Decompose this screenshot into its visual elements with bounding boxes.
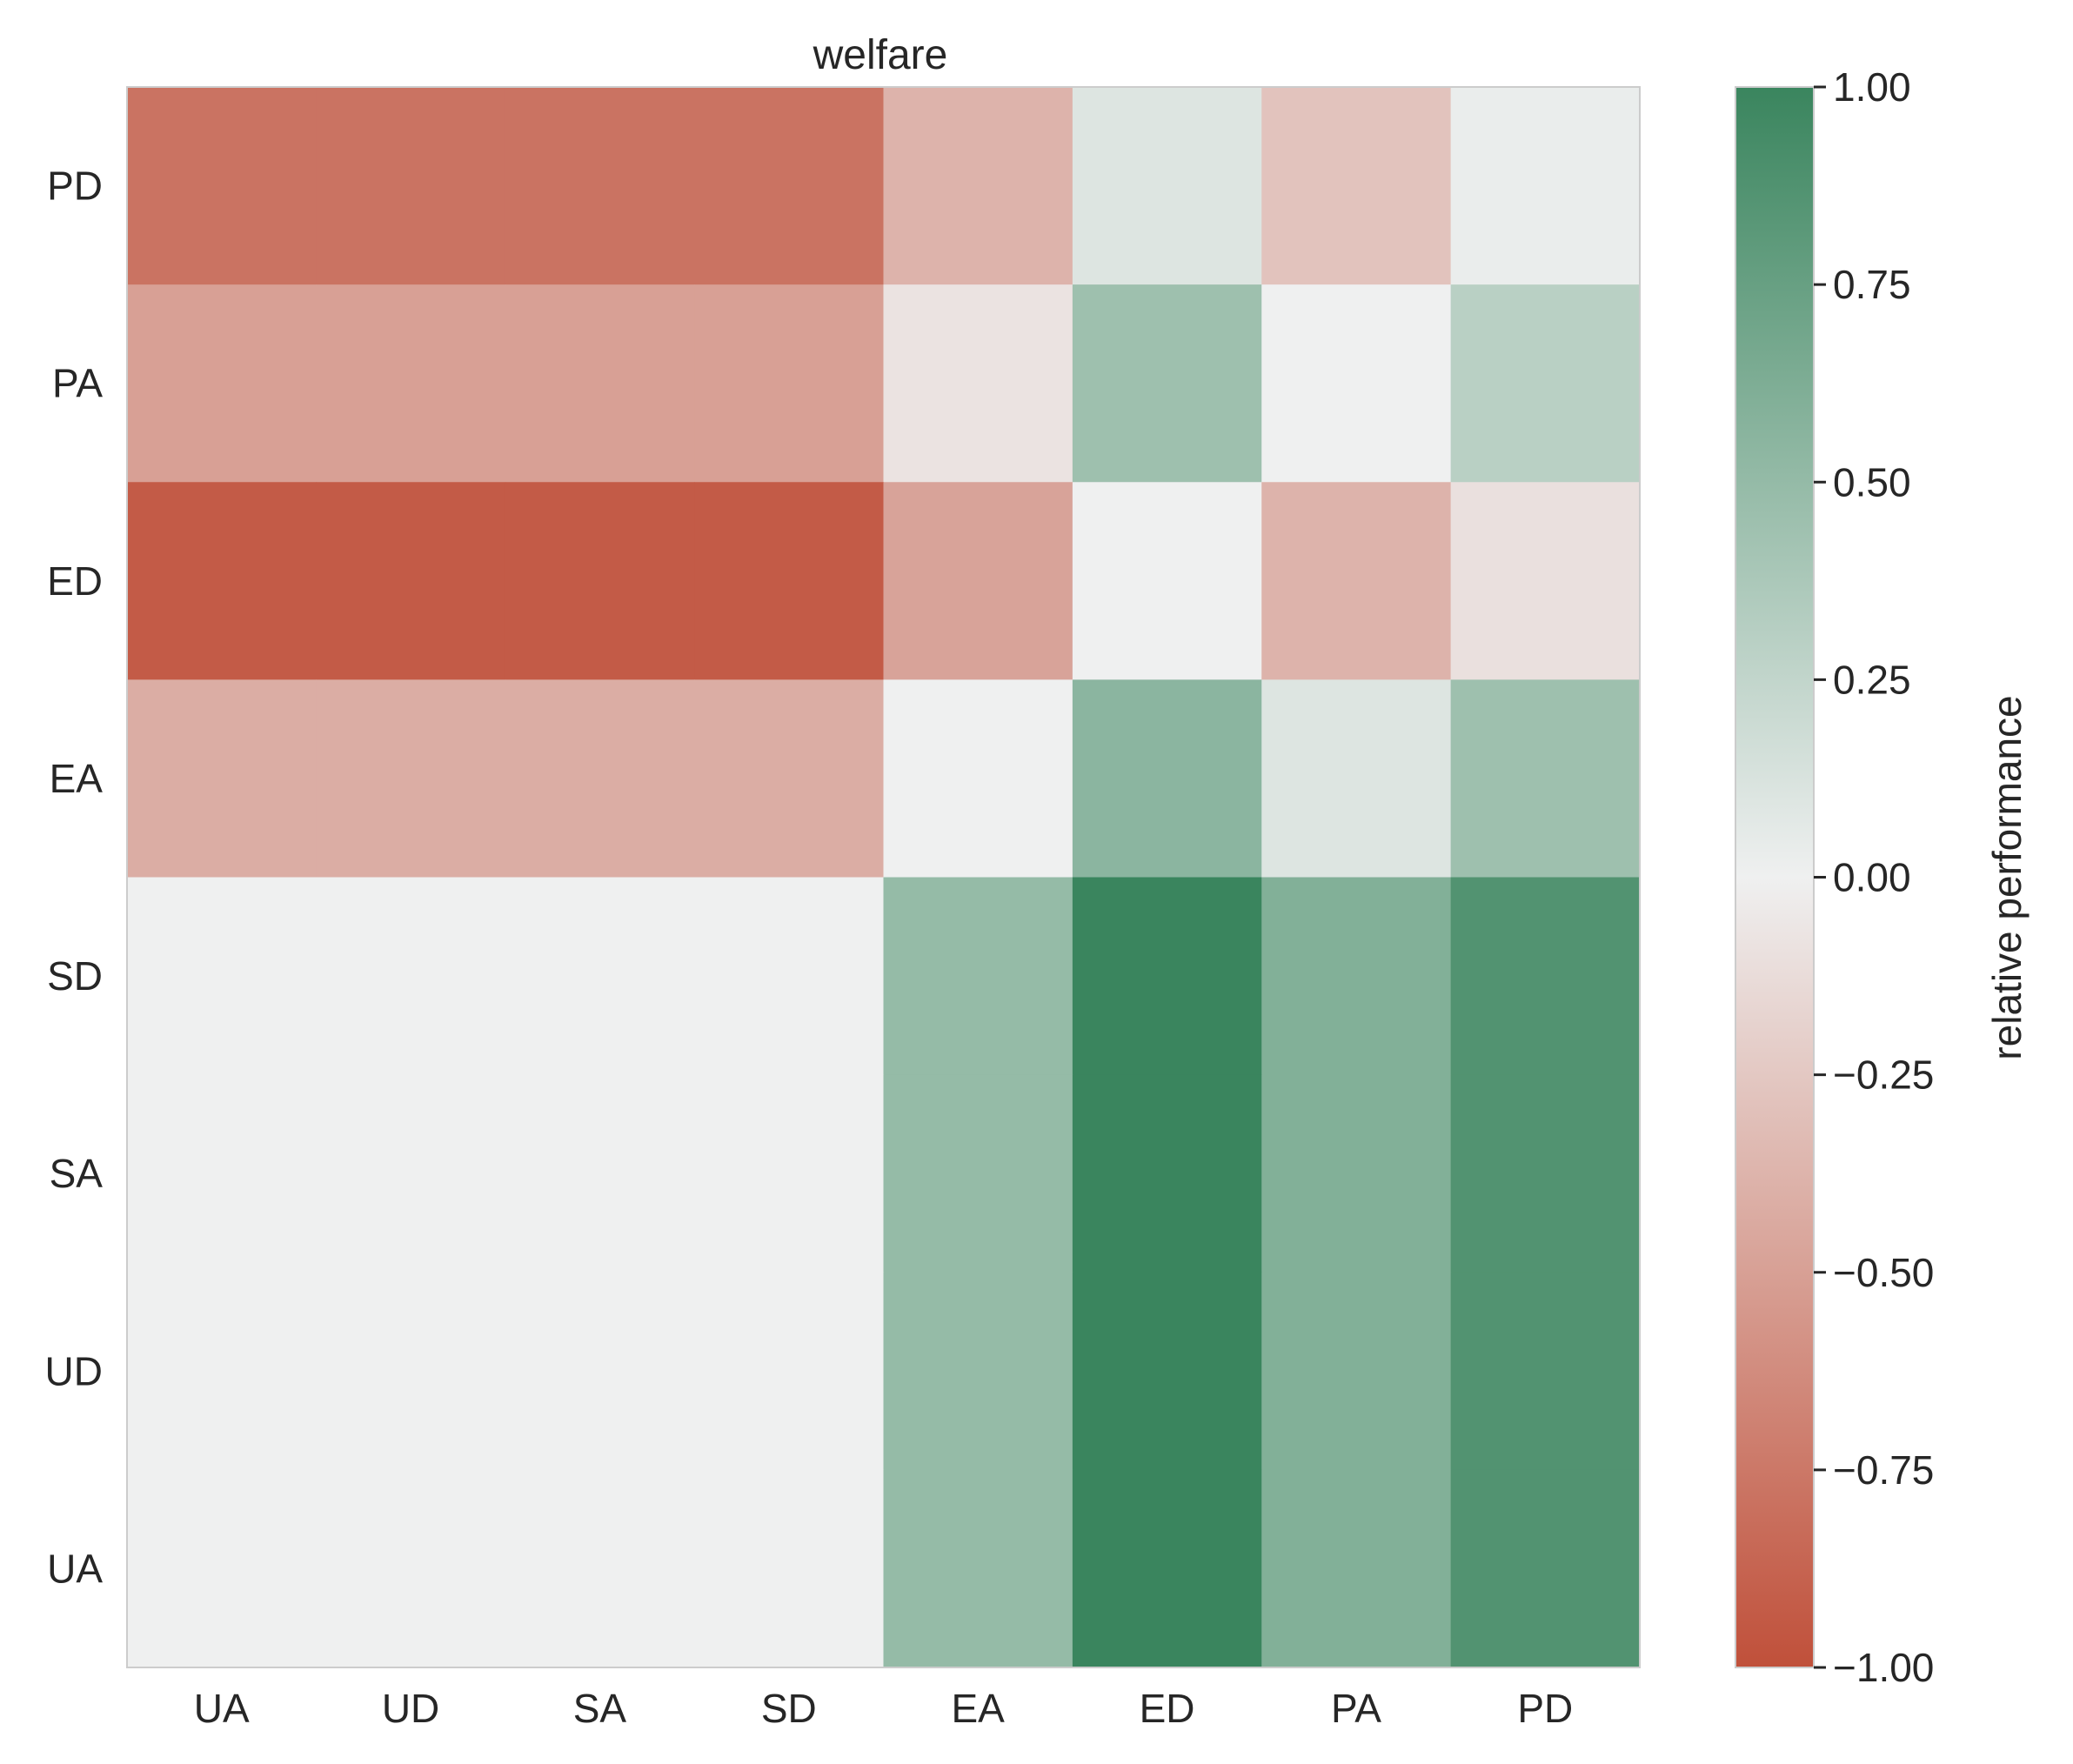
heatmap-cell-SA-SD xyxy=(694,1074,885,1273)
y-tick-label: UD xyxy=(45,1348,103,1393)
heatmap-cell-PD-UA xyxy=(127,87,317,285)
x-tick-label: PD xyxy=(1517,1686,1573,1731)
heatmap-cell-ED-ED xyxy=(1072,482,1262,680)
heatmap-cell-UD-EA xyxy=(883,1272,1073,1471)
colorbar-ticks: 1.00 0.75 0.50 0.25 0.00 −0.25 −0.50 −0.75 −1.00 xyxy=(1814,64,1934,1690)
heatmap-cell-PD-PA xyxy=(1261,87,1452,285)
heatmap-cell-EA-SA xyxy=(505,679,695,879)
heatmap-cell-EA-EA xyxy=(883,679,1073,879)
colorbar-tick-label: −0.50 xyxy=(1833,1250,1934,1295)
heatmap-cell-PA-SD xyxy=(694,284,885,483)
heatmap-cell-SA-PD xyxy=(1450,1074,1641,1273)
heatmap-cell-SA-SA xyxy=(505,1074,695,1273)
colorbar-label: relative performance xyxy=(1984,695,2030,1059)
x-tick-label: SD xyxy=(761,1686,817,1731)
heatmap-cell-UD-SD xyxy=(694,1272,885,1471)
y-tick-label: EA xyxy=(50,756,104,801)
heatmap-cell-UD-UA xyxy=(127,1272,317,1471)
heatmap-cell-UD-PA xyxy=(1261,1272,1452,1471)
heatmap-cell-EA-PA xyxy=(1261,679,1452,879)
heatmap-cell-ED-SA xyxy=(505,482,695,680)
heatmap-cell-SD-PA xyxy=(1261,877,1452,1076)
heatmap-cell-PA-UA xyxy=(127,284,317,483)
heatmap-cell-SD-ED xyxy=(1072,877,1262,1076)
heatmap-cell-EA-UD xyxy=(316,679,506,879)
colorbar-tick-label: −0.25 xyxy=(1833,1052,1934,1098)
heatmap-cell-SA-ED xyxy=(1072,1074,1262,1273)
heatmap-cell-EA-ED xyxy=(1072,679,1262,879)
x-tick-label: UA xyxy=(194,1686,250,1731)
heatmap-cell-UA-SA xyxy=(505,1469,695,1668)
heatmap-cell-UA-PA xyxy=(1261,1469,1452,1668)
heatmap-cell-SD-EA xyxy=(883,877,1073,1076)
colorbar-tick-label: 0.00 xyxy=(1833,855,1911,900)
heatmap-cell-SD-SA xyxy=(505,877,695,1076)
colorbar-tick-label: 1.00 xyxy=(1833,64,1911,110)
heatmap-cell-PA-SA xyxy=(505,284,695,483)
heatmap-cell-SD-PD xyxy=(1450,877,1641,1076)
heatmap-cell-EA-PD xyxy=(1450,679,1641,879)
heatmap-cell-PA-EA xyxy=(883,284,1073,483)
heatmap-cell-ED-SD xyxy=(694,482,885,680)
heatmap-cell-UD-ED xyxy=(1072,1272,1262,1471)
heatmap-cell-PD-UD xyxy=(316,87,506,285)
y-tick-label: ED xyxy=(47,558,103,604)
colorbar-tick-label: 0.75 xyxy=(1833,262,1911,307)
x-tick-label: EA xyxy=(952,1686,1006,1731)
heatmap-cell-ED-PA xyxy=(1261,482,1452,680)
heatmap-cell-SA-PA xyxy=(1261,1074,1452,1273)
heatmap-cell-UA-PD xyxy=(1450,1469,1641,1668)
heatmap-cell-PA-PA xyxy=(1261,284,1452,483)
colorbar-tick-label: −0.75 xyxy=(1833,1447,1934,1493)
heatmap-cell-ED-PD xyxy=(1450,482,1641,680)
heatmap-cell-SA-UD xyxy=(316,1074,506,1273)
heatmap-cell-PD-PD xyxy=(1450,87,1641,285)
y-tick-label: SA xyxy=(50,1151,104,1196)
colorbar-tick-label: 0.25 xyxy=(1833,657,1911,702)
heatmap-cell-EA-UA xyxy=(127,679,317,879)
heatmap-cell-SD-UA xyxy=(127,877,317,1076)
y-tick-labels: PD PA ED EA SD SA UD UA xyxy=(45,164,104,1592)
colorbar-tick-label: −1.00 xyxy=(1833,1645,1934,1690)
heatmap-cell-SD-SD xyxy=(694,877,885,1076)
x-tick-label: SA xyxy=(573,1686,627,1731)
x-tick-label: ED xyxy=(1140,1686,1195,1731)
heatmap-cell-UD-SA xyxy=(505,1272,695,1471)
colorbar xyxy=(1735,86,1815,1668)
heatmap-cell-UA-SD xyxy=(694,1469,885,1668)
heatmap-cell-ED-UD xyxy=(316,482,506,680)
heatmap-cell-UA-UD xyxy=(316,1469,506,1668)
heatmap-cell-PD-ED xyxy=(1072,87,1262,285)
y-tick-label: UA xyxy=(47,1546,103,1591)
heatmap-cell-SD-UD xyxy=(316,877,506,1076)
heatmap-cell-EA-SD xyxy=(694,679,885,879)
heatmap-cell-UD-PD xyxy=(1450,1272,1641,1471)
heatmap-frame xyxy=(126,86,1641,1668)
x-tick-label: PA xyxy=(1331,1686,1381,1731)
heatmap-cell-UA-ED xyxy=(1072,1469,1262,1668)
y-tick-label: PD xyxy=(47,164,103,209)
heatmap-cell-SA-EA xyxy=(883,1074,1073,1273)
heatmap-cell-SA-UA xyxy=(127,1074,317,1273)
heatmap-cell-PA-ED xyxy=(1072,284,1262,483)
chart-title: welfare xyxy=(812,32,948,78)
heatmap-cell-PA-UD xyxy=(316,284,506,483)
colorbar-tick-label: 0.50 xyxy=(1833,459,1911,504)
y-tick-label: SD xyxy=(47,953,103,999)
heatmap-cell-UA-EA xyxy=(883,1469,1073,1668)
heatmap-cell-ED-EA xyxy=(883,482,1073,680)
x-tick-labels: UA UD SA SD EA ED PA PD xyxy=(194,1686,1574,1731)
heatmap-cell-PA-PD xyxy=(1450,284,1641,483)
heatmap-cell-UA-UA xyxy=(127,1469,317,1668)
x-tick-label: UD xyxy=(382,1686,439,1731)
heatmap-cells xyxy=(127,87,1641,1668)
y-tick-label: PA xyxy=(52,361,103,406)
heatmap-cell-PD-SA xyxy=(505,87,695,285)
heatmap-cell-PD-EA xyxy=(883,87,1073,285)
heatmap-cell-PD-SD xyxy=(694,87,885,285)
heatmap-cell-ED-UA xyxy=(127,482,317,680)
heatmap-cell-UD-UD xyxy=(316,1272,506,1471)
